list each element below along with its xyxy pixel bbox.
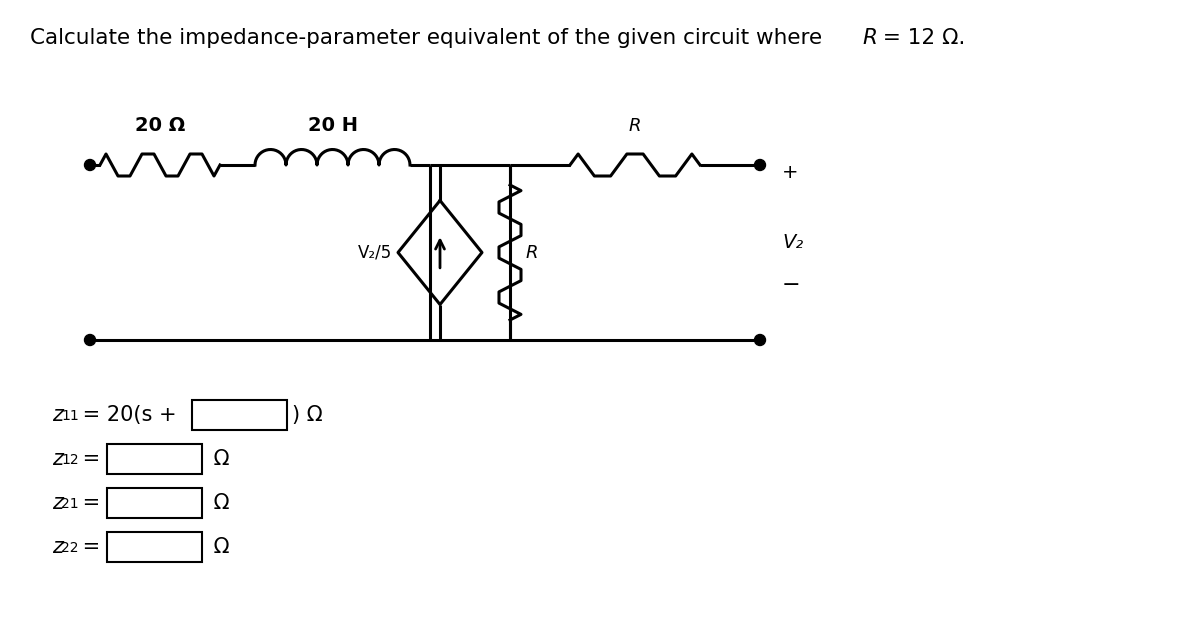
Text: z: z <box>52 449 63 469</box>
Text: =: = <box>76 493 107 513</box>
Bar <box>107 444 202 474</box>
Circle shape <box>754 160 765 170</box>
Text: = 12 Ω.: = 12 Ω. <box>876 28 965 48</box>
Text: =: = <box>76 537 107 557</box>
Circle shape <box>84 334 95 346</box>
Text: R: R <box>526 244 539 262</box>
Text: V₂: V₂ <box>782 233 803 252</box>
Text: Calculate the impedance-parameter equivalent of the given circuit where: Calculate the impedance-parameter equiva… <box>30 28 829 48</box>
Text: = 20(s +: = 20(s + <box>76 405 183 425</box>
Text: 20 H: 20 H <box>307 116 357 135</box>
Bar <box>192 400 287 430</box>
Circle shape <box>754 334 765 346</box>
Text: =: = <box>76 449 107 469</box>
Text: 20 Ω: 20 Ω <box>134 116 186 135</box>
Text: Ω: Ω <box>207 493 230 513</box>
Bar <box>107 488 202 518</box>
Text: z: z <box>52 493 63 513</box>
Text: 21: 21 <box>61 497 79 511</box>
Text: 22: 22 <box>61 541 79 555</box>
Text: +: + <box>782 163 798 182</box>
Text: 12: 12 <box>61 453 79 467</box>
Circle shape <box>84 160 95 170</box>
Text: V₂/5: V₂/5 <box>358 244 392 262</box>
Text: Ω: Ω <box>207 449 230 469</box>
Text: 11: 11 <box>61 409 79 423</box>
Text: ) Ω: ) Ω <box>292 405 322 425</box>
Text: −: − <box>782 275 801 295</box>
Text: z: z <box>52 405 63 425</box>
Text: Ω: Ω <box>207 537 230 557</box>
Text: R: R <box>628 117 641 135</box>
Bar <box>107 532 202 562</box>
Text: z: z <box>52 537 63 557</box>
Text: R: R <box>862 28 877 48</box>
